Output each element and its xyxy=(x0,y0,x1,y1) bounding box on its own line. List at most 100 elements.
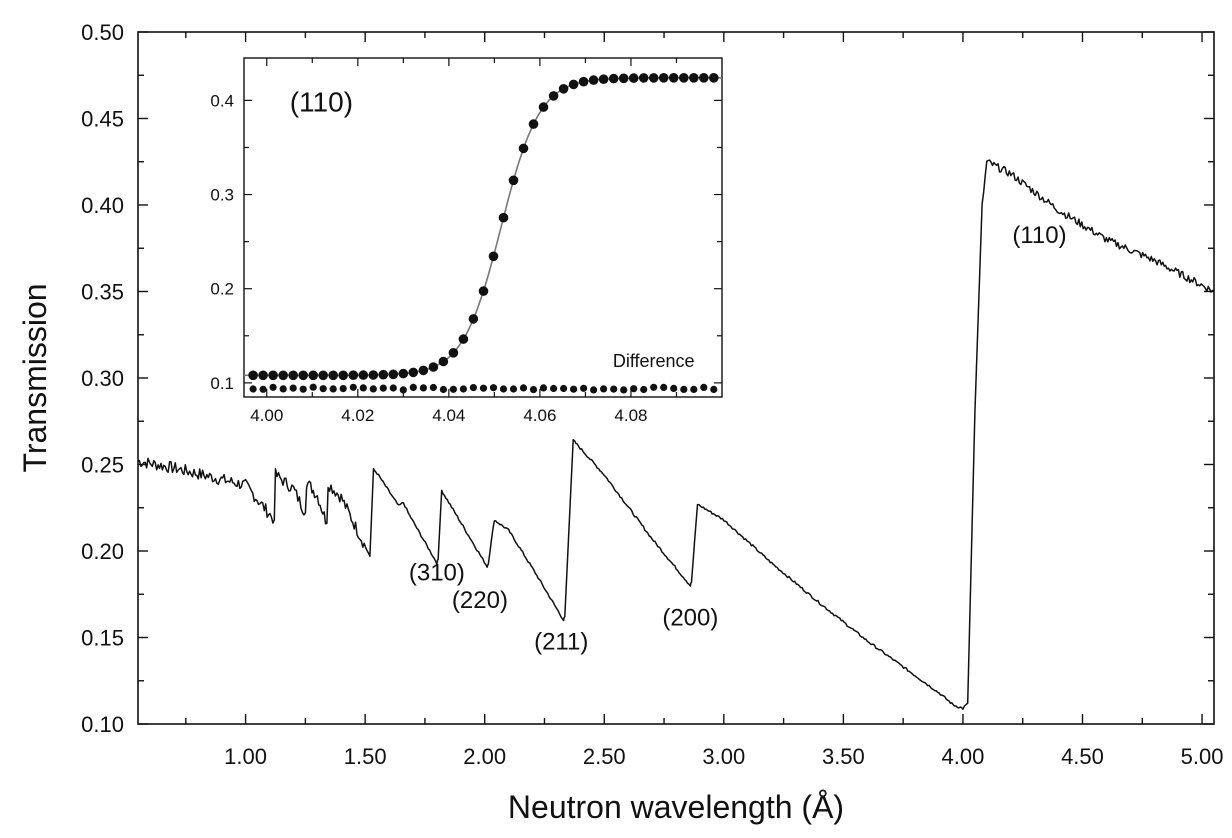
inset-data-point xyxy=(318,370,329,381)
difference-label: Difference xyxy=(613,351,695,371)
inset-data-point xyxy=(328,370,339,381)
x-tick-label: 2.50 xyxy=(583,744,626,769)
inset-difference-point xyxy=(409,383,417,391)
inset-data-point xyxy=(638,73,649,83)
inset-data-point xyxy=(418,365,429,376)
inset-difference-point xyxy=(499,385,508,393)
inset-difference-point xyxy=(640,385,648,394)
y-tick-label: 0.20 xyxy=(81,539,124,564)
inset-difference-point xyxy=(339,385,347,393)
y-tick-label: 0.10 xyxy=(81,712,124,737)
inset-title: (110) xyxy=(290,87,353,118)
inset-y-tick-labels: 0.1 0.2 0.3 0.4 xyxy=(210,91,234,393)
inset-difference-point xyxy=(509,385,518,393)
inset-difference-point xyxy=(620,386,628,394)
inset-difference-point xyxy=(519,384,528,392)
inset-difference-point xyxy=(449,385,457,393)
x-tick-label: 3.00 xyxy=(702,744,745,769)
main-peak-labels: (310)(220) (211) (200) (110) xyxy=(409,222,1067,656)
inset-data-point xyxy=(338,370,349,381)
inset-data-point xyxy=(588,75,599,85)
inset-data-point xyxy=(398,368,409,379)
x-tick-label: 1.00 xyxy=(224,744,267,769)
inset-data-point xyxy=(378,369,389,380)
inset-data-point xyxy=(408,367,419,378)
inset-difference-point xyxy=(289,384,297,392)
inset-data-point xyxy=(428,362,439,372)
inset-data-point xyxy=(658,73,669,83)
inset-difference-point xyxy=(459,385,467,393)
inset-difference-point xyxy=(359,384,367,392)
inset-difference-point xyxy=(550,384,558,393)
main-x-tick-labels: 1.00 1.50 2.00 2.50 3.00 3.50 4.00 4.50 5.00 xyxy=(224,744,1223,769)
inset-data-point xyxy=(548,91,559,101)
inset-data-point xyxy=(298,370,309,381)
inset-difference-point xyxy=(479,384,488,392)
inset-ticks xyxy=(244,58,722,397)
inset-data-point xyxy=(478,286,489,296)
main-plot: 1.00 1.50 2.00 2.50 3.00 3.50 4.00 4.50 5.00 0.1… xyxy=(17,20,1223,825)
inset-difference-point xyxy=(439,385,447,394)
inset-data-point xyxy=(268,370,278,381)
inset-difference-point xyxy=(560,384,568,393)
inset-data-point xyxy=(278,370,289,381)
inset-difference-point xyxy=(600,385,608,393)
peak-label: (110) xyxy=(1012,222,1066,249)
inset-x-tick-labels: 4.00 4.02 4.04 4.06 4.08 xyxy=(250,406,647,425)
inset-data-point xyxy=(288,370,299,381)
inset-difference-point xyxy=(570,385,578,393)
inset-plot-frame xyxy=(243,57,723,398)
inset-difference-point xyxy=(469,384,477,392)
x-tick-label: 1.50 xyxy=(344,744,387,769)
inset-difference-points xyxy=(249,383,718,394)
y-tick-label: 0.45 xyxy=(81,107,124,132)
peak-label: (220) xyxy=(452,587,508,614)
inset-difference-point xyxy=(259,385,267,393)
inset-data-point xyxy=(528,119,539,129)
inset-x-tick-label: 4.04 xyxy=(432,406,465,425)
y-tick-label: 0.25 xyxy=(81,453,124,478)
x-tick-label: 4.50 xyxy=(1061,744,1104,769)
inset-difference-point xyxy=(269,383,277,391)
inset-data-point xyxy=(258,370,268,381)
inset-data-point xyxy=(558,84,569,94)
x-tick-label: 4.00 xyxy=(942,744,985,769)
inset-data-point xyxy=(618,73,629,84)
inset-plot: 4.00 4.02 4.04 4.06 4.08 0.10.20.30.4 (110) … xyxy=(210,57,723,425)
y-tick-label: 0.30 xyxy=(81,366,124,391)
inset-x-tick-label: 4.06 xyxy=(523,406,556,425)
inset-difference-point xyxy=(309,383,317,391)
inset-data-point xyxy=(498,212,509,223)
inset-difference-point xyxy=(610,385,618,393)
inset-y-tick-label: 0.4 xyxy=(210,91,234,110)
x-tick-label: 3.50 xyxy=(822,744,865,769)
inset-difference-point xyxy=(319,385,327,393)
inset-data-point xyxy=(368,370,379,380)
inset-data-point xyxy=(358,370,369,380)
inset-data-point xyxy=(388,369,399,380)
inset-difference-point xyxy=(700,383,708,391)
inset-difference-point xyxy=(660,383,668,391)
inset-data-point xyxy=(308,370,319,381)
inset-difference-point xyxy=(369,385,377,393)
y-tick-label: 0.40 xyxy=(81,193,124,218)
transmission-line xyxy=(137,159,1215,710)
inset-difference-point xyxy=(349,383,357,391)
inset-data-point xyxy=(679,73,689,83)
inset-difference-point xyxy=(299,385,307,393)
inset-data-point xyxy=(508,175,519,186)
inset-difference-point xyxy=(529,386,538,394)
inset-data-point xyxy=(448,348,459,358)
inset-difference-point xyxy=(539,384,548,392)
inset-data-points xyxy=(248,73,719,381)
inset-difference-point xyxy=(389,384,397,392)
inset-difference-point xyxy=(580,384,588,392)
inset-difference-point xyxy=(670,384,678,392)
inset-data-point xyxy=(458,334,469,344)
main-y-tick-labels: 0.10 0.15 0.20 0.25 0.30 0.35 0.40 0.45 0.50 xyxy=(81,20,124,737)
y-axis-title: Transmission xyxy=(17,283,53,472)
inset-data-point xyxy=(598,74,609,84)
inset-data-point xyxy=(709,73,719,83)
x-tick-label: 5.00 xyxy=(1181,744,1224,769)
